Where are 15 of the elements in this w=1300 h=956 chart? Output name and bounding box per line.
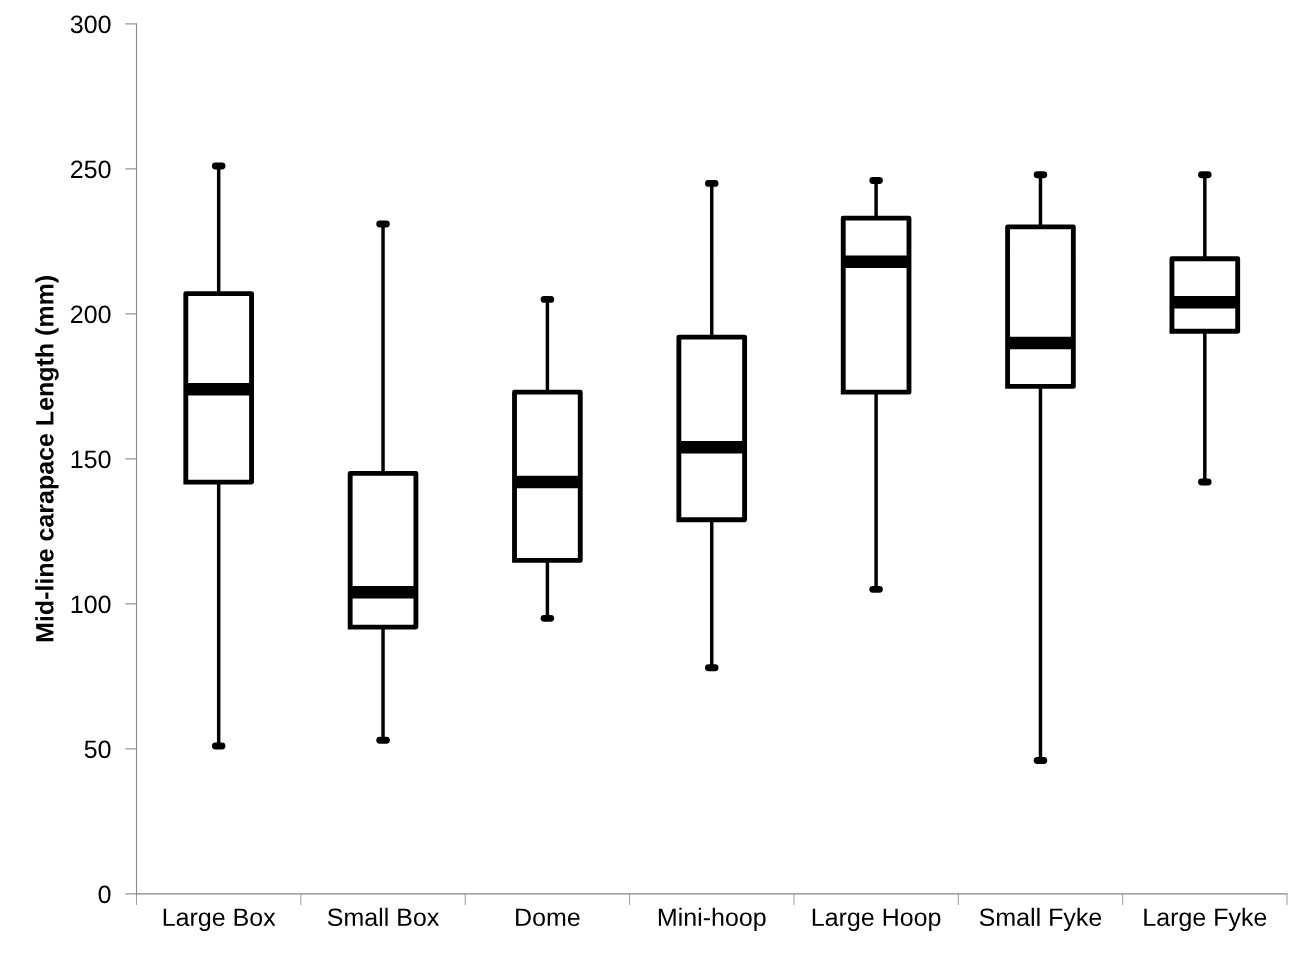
x-tick-label: Small Box [327,907,440,927]
x-tick-label: Large Hoop [812,908,941,932]
x-tick-label: Dome [516,908,580,927]
y-tick-label: 100 [71,595,111,614]
y-tick-label: 300 [70,15,111,34]
x-tick-label: Small Fyke [979,907,1102,932]
x-tick-label: Large Box [163,908,276,932]
y-axis-title: Mid-line carapace Length (mm) [35,276,59,642]
y-tick-label: 150 [71,450,111,469]
x-tick-label: Mini-hoop [658,907,766,932]
y-tick-label: 50 [84,740,111,759]
x-tick-label: Large Fyke [1144,907,1267,932]
y-tick-label: 200 [71,305,111,324]
y-tick-label: 0 [98,885,111,904]
y-tick-label: 250 [71,160,111,179]
